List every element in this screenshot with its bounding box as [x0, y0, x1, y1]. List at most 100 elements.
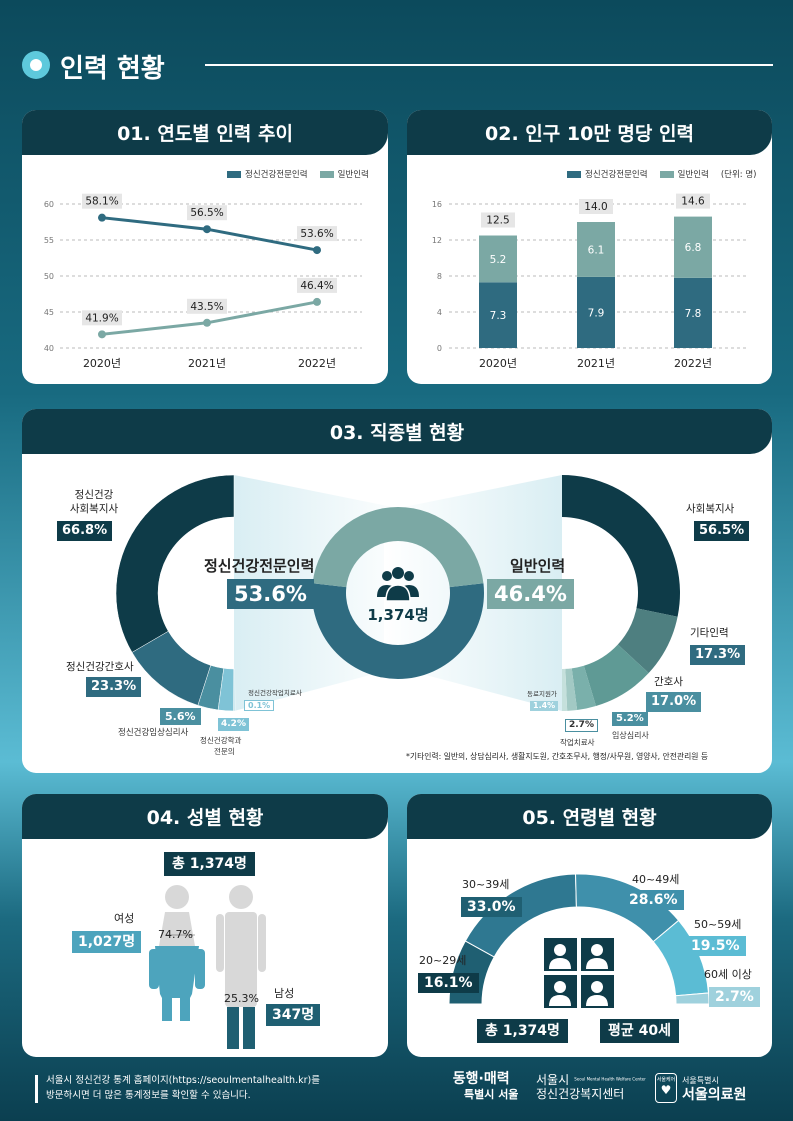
logo-mental-center-2: 정신건강복지센터 — [536, 1087, 625, 1101]
value-mh-doc: 4.2% — [218, 718, 249, 731]
page-title: 인력 현황 — [60, 54, 165, 84]
left-slice — [197, 665, 225, 711]
label-mh-doc-2: 전문의 — [214, 747, 235, 756]
label-sw: 사회복지사 — [686, 503, 735, 515]
data-label: 46.4% — [300, 280, 333, 292]
y-tick-label: 16 — [432, 200, 442, 209]
x-tick-label: 2021년 — [188, 357, 226, 370]
data-point — [203, 318, 211, 327]
male-icon — [216, 885, 266, 1049]
right-slice — [562, 668, 568, 711]
legend-gen-2: 일반인력 — [677, 170, 709, 180]
footer-line-2: 방문하시면 더 많은 통계정보를 확인할 수 있습니다. — [46, 1090, 251, 1101]
value-mh-psy: 5.6% — [160, 708, 201, 725]
age-average: 평균 40세 — [600, 1019, 679, 1043]
header-bullet-icon — [22, 51, 50, 79]
y-tick-label: 55 — [44, 236, 54, 245]
logo-seoul-slogan-2: 특별시 서울 — [464, 1088, 519, 1101]
header-divider — [205, 64, 773, 66]
data-point — [313, 246, 321, 255]
footer-bar — [35, 1075, 38, 1103]
pro-value: 53.6% — [227, 579, 314, 609]
right-slice — [617, 608, 678, 674]
age-value-30s: 33.0% — [461, 897, 522, 917]
logo-mental-center-1: 서울시 — [536, 1073, 570, 1087]
label-mh-doc-1: 정신건강학과 — [200, 736, 242, 745]
value-psy: 5.2% — [612, 712, 648, 726]
bar-value-label: 7.9 — [588, 307, 605, 319]
section-title-03: 03. 직종별 현황 — [22, 409, 772, 454]
female-label: 여성 — [114, 912, 135, 925]
label-peer: 동료지원가 — [527, 690, 557, 698]
gen-value: 46.4% — [487, 579, 574, 609]
left-slice — [233, 668, 236, 712]
age-value-50s: 19.5% — [685, 936, 746, 956]
total-bg — [579, 199, 613, 214]
female-count: 1,027명 — [72, 931, 142, 953]
data-label: 58.1% — [85, 196, 118, 208]
section-title-05: 05. 연령별 현황 — [407, 794, 772, 839]
logo-medical-center-1: 서울특별시 — [682, 1076, 719, 1085]
y-tick-label: 4 — [437, 308, 442, 317]
legend-gen: 일반인력 — [337, 170, 369, 180]
x-tick-label: 2020년 — [479, 357, 517, 370]
left-slice — [131, 630, 212, 706]
value-peer: 1.4% — [530, 701, 559, 711]
y-tick-label: 8 — [437, 272, 442, 281]
section-title-04: 04. 성별 현황 — [22, 794, 388, 839]
legend-pro: 정신건강전문인력 — [245, 170, 308, 180]
logo-mental-center-en: Seoul Mental Health Welfare Center — [574, 1076, 646, 1082]
section-title-02: 02. 인구 10만 명당 인력 — [407, 110, 772, 155]
bar-chart: 0 4 8 12 16 2020년 2021년 2022년 7.3 5.2 12.5 7.9 6.1 14… — [432, 193, 747, 370]
center-slice-pro — [312, 583, 485, 680]
section-title-01: 01. 연도별 인력 추이 — [22, 110, 388, 155]
label-etc: 기타인력 — [690, 627, 729, 639]
male-label: 남성 — [274, 987, 295, 1000]
bar-value-label: 6.1 — [588, 244, 605, 256]
label-psy: 임상심리사 — [612, 731, 649, 740]
center-slice-gen — [312, 507, 484, 588]
people-icon — [375, 567, 421, 603]
gender-total: 총 1,374명 — [164, 852, 255, 876]
label-mh-sw-1: 정신건강 — [74, 489, 114, 501]
age-label-40s: 40~49세 — [632, 873, 680, 886]
male-count: 347명 — [266, 1004, 321, 1026]
card-job-type: 03. 직종별 현황 1,374명 정신건강전문인력 53.6% 일반인력 46… — [22, 409, 772, 773]
x-tick-label: 2021년 — [577, 357, 615, 370]
age-label-60s: 60세 이상 — [704, 968, 752, 981]
age-icons — [544, 938, 614, 1008]
bar-total-label: 14.6 — [681, 196, 705, 208]
unit-label: (단위: 명) — [720, 170, 757, 180]
left-slice — [115, 474, 235, 653]
bar-segment — [674, 216, 712, 278]
job-donuts — [115, 474, 680, 712]
left-slice — [217, 668, 235, 712]
center-total: 1,374명 — [367, 606, 429, 624]
line-chart: 40 45 50 55 60 2020년 2021년 2022년 58.1% 56.5% 53.6%… — [44, 193, 362, 370]
data-point — [98, 213, 106, 222]
bar-segment — [479, 282, 517, 348]
right-slice — [571, 665, 596, 711]
age-value-20s: 16.1% — [418, 973, 479, 993]
age-label-30s: 30~39세 — [462, 878, 510, 891]
series-line — [101, 216, 318, 252]
age-value-40s: 28.6% — [623, 890, 684, 910]
footer-line-1: 서울시 정신건강 통계 홈페이지(https://seoulmentalheal… — [46, 1075, 320, 1086]
label-bg — [297, 277, 337, 293]
heart-icon: ♥ — [660, 1083, 672, 1097]
label-bg — [297, 226, 337, 242]
data-point — [98, 330, 106, 339]
right-slice — [562, 475, 680, 617]
logo-seoul-slogan: 동행·매력 특별시 서울 — [444, 1072, 519, 1102]
right-slice — [565, 668, 578, 711]
bar-value-label: 7.8 — [685, 308, 702, 320]
label-mh-sw-2: 사회복지사 — [69, 503, 119, 515]
logo-medical-center: 서울케어 ♥ 서울특별시 서울의료원 — [655, 1073, 746, 1103]
y-tick-label: 50 — [44, 272, 54, 281]
x-tick-label: 2020년 — [83, 357, 121, 370]
label-mh-ot: 정신건강작업치료사 — [248, 689, 302, 697]
data-label: 43.5% — [190, 301, 223, 313]
bar-total-label: 14.0 — [584, 201, 607, 213]
label-mh-psy: 정신건강임상심리사 — [118, 728, 189, 738]
value-mh-ot: 0.1% — [244, 700, 275, 711]
